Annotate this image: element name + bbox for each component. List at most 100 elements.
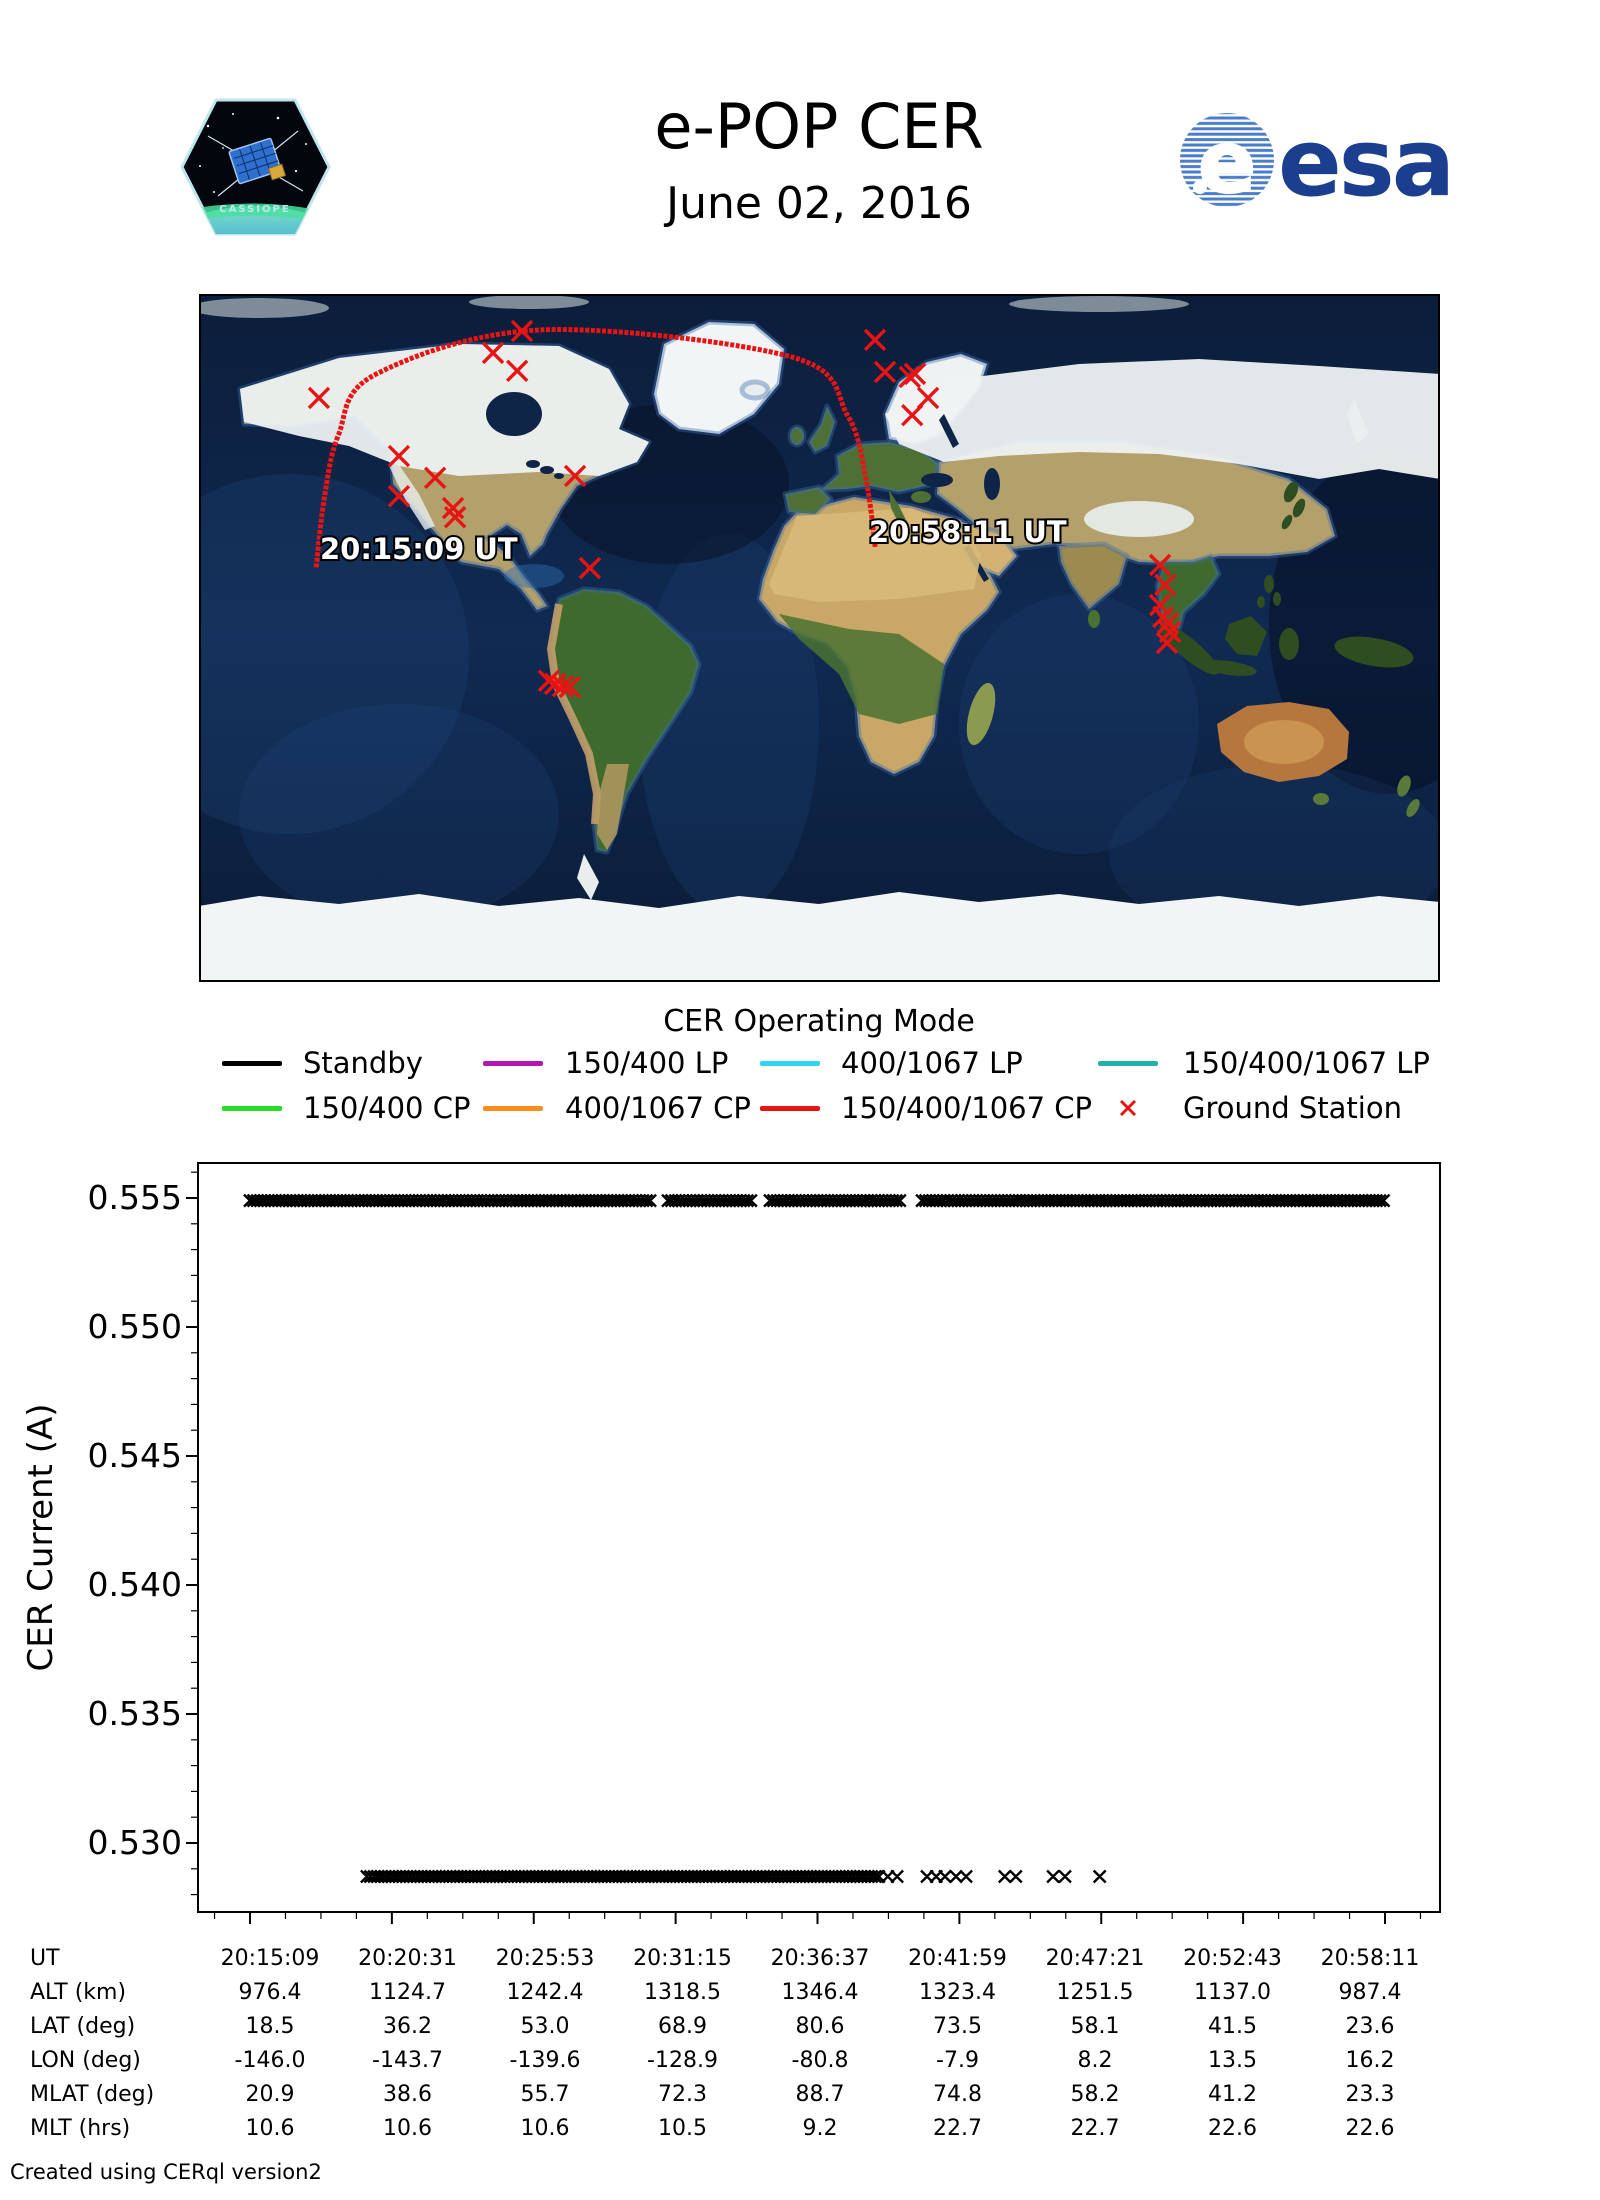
ground-station-x-marker: [537, 669, 561, 693]
legend-line-swatch: [760, 1105, 820, 1111]
legend-item-standby: Standby: [222, 1046, 423, 1080]
table-cell: 41.5: [1208, 2014, 1257, 2039]
table-cell: 22.7: [933, 2116, 982, 2141]
page-title: e-POP CER: [654, 90, 984, 163]
table-cell: -139.6: [509, 2048, 581, 2073]
table-row-label: MLT (hrs): [30, 2116, 131, 2141]
ground-station-x-marker: [443, 506, 467, 529]
legend-x-marker-icon: [1119, 1099, 1137, 1117]
legend-line-swatch: [483, 1105, 543, 1111]
patch-satellite: [207, 130, 304, 197]
ground-station-x-marker: [901, 403, 924, 427]
table-cell: 20:20:31: [358, 1946, 457, 1971]
legend-label: Ground Station: [1183, 1091, 1402, 1125]
legend-item-400-1067-lp: 400/1067 LP: [760, 1046, 1023, 1080]
legend-title: CER Operating Mode: [663, 1004, 975, 1039]
table-cell: 1323.4: [919, 1980, 996, 2005]
ground-station-x-marker: [1154, 573, 1177, 597]
legend-item-150-400-cp: 150/400 CP: [222, 1091, 470, 1125]
esa-wordmark: esa: [1278, 110, 1452, 210]
table-row-alt-km: ALT (km) 976.4 1124.7 1242.4 1318.5 1346.4 132…: [0, 1980, 1600, 2014]
track-start-time-label: 20:15:09 UT: [320, 532, 518, 566]
satellite-ground-track: [313, 327, 878, 568]
table-cell: 23.3: [1345, 2082, 1395, 2107]
table-cell: -146.0: [234, 2048, 306, 2073]
ground-station-x-marker: [1156, 611, 1180, 635]
table-row-ut: UT 20:15:09 20:20:31 20:25:53 20:31:15 20:36:…: [0, 1946, 1600, 1980]
legend-label: 150/400 LP: [565, 1046, 729, 1080]
ground-track-line: [313, 327, 878, 568]
table-cell: 23.6: [1345, 2014, 1395, 2039]
table-cell: -128.9: [647, 2048, 718, 2073]
y-tick-label: 0.540: [88, 1565, 182, 1604]
table-cell: 1346.4: [781, 1980, 859, 2005]
table-cell: 38.6: [383, 2082, 432, 2107]
svg-text:e: e: [1198, 113, 1256, 210]
table-cell: 8.2: [1077, 2048, 1113, 2073]
legend-line-swatch: [483, 1060, 543, 1066]
ephemeris-table: UT 20:15:09 20:20:31 20:25:53 20:31:15 20:36:…: [0, 1946, 1600, 2150]
table-row-label: MLAT (deg): [30, 2082, 155, 2107]
ground-station-x-marker: [423, 466, 447, 490]
table-cell: 58.1: [1070, 2014, 1120, 2039]
table-cell: -143.7: [372, 2048, 443, 2073]
legend-label: 400/1067 LP: [841, 1046, 1023, 1080]
table-cell: 1242.4: [506, 1980, 584, 2005]
ground-station-x-marker: [307, 386, 331, 410]
table-row-mlat-deg: MLAT (deg) 20.9 38.6 55.7 72.3 88.7 74.8 58.2 41…: [0, 2082, 1600, 2116]
ground-station-x-marker: [1148, 553, 1172, 577]
table-cell: 20:58:11: [1320, 1946, 1420, 1971]
chart-frame: [197, 1162, 1441, 1913]
legend-line-swatch: [1098, 1060, 1158, 1066]
table-cell: 53.0: [520, 2014, 570, 2039]
table-row-lat-deg: LAT (deg) 18.5 36.2 53.0 68.9 80.6 73.5 58.1 41.…: [0, 2014, 1600, 2048]
y-tick-label: 0.530: [88, 1823, 182, 1862]
legend-label: 150/400/1067 CP: [841, 1091, 1093, 1125]
ground-station-markers: [307, 319, 1182, 699]
ground-station-x-marker: [563, 464, 587, 488]
ground-station-x-marker: [558, 675, 582, 699]
patch-stars: [199, 113, 307, 193]
esa-globe-icon: e: [1180, 113, 1274, 210]
table-cell: 16.2: [1345, 2048, 1395, 2073]
ground-station-x-marker: [387, 484, 411, 508]
table-cell: 10.6: [245, 2116, 295, 2141]
ground-station-x-marker: [903, 362, 927, 386]
patch-cassiope-label: CASSIOPE: [219, 204, 290, 215]
table-cell: 20:36:37: [770, 1946, 870, 1971]
table-row-label: ALT (km): [30, 1980, 127, 2005]
table-cell: 10.6: [520, 2116, 570, 2141]
chart-data-markers: [243, 1193, 1391, 1884]
map-frame: [199, 294, 1440, 982]
table-cell: 20.9: [245, 2082, 295, 2107]
table-cell: 1124.7: [369, 1980, 446, 2005]
table-row-label: LON (deg): [30, 2048, 141, 2073]
table-cell: 20:25:53: [495, 1946, 595, 1971]
ground-station-x-marker: [481, 341, 505, 365]
legend-item-150-400-lp: 150/400 LP: [483, 1046, 728, 1080]
table-row-label: UT: [30, 1946, 60, 1971]
table-row-label: LAT (deg): [30, 2014, 136, 2039]
legend-item-ground-station: Ground Station: [1098, 1091, 1402, 1125]
table-cell: 73.5: [933, 2014, 982, 2039]
cer-current-x-markers: [243, 1193, 1391, 1884]
legend-line-swatch: [222, 1105, 282, 1111]
table-cell: 10.6: [383, 2116, 432, 2141]
legend-line-swatch: [222, 1060, 282, 1066]
table-cell: -7.9: [936, 2048, 979, 2073]
legend-label: 400/1067 CP: [565, 1091, 751, 1125]
table-cell: 1318.5: [644, 1980, 721, 2005]
ground-station-x-marker: [863, 328, 887, 352]
table-cell: 41.2: [1208, 2082, 1257, 2107]
patch-aurora: [182, 203, 329, 228]
ground-station-x-marker: [873, 360, 897, 384]
table-cell: 20:47:21: [1045, 1946, 1145, 1971]
legend-label: Standby: [303, 1046, 423, 1080]
table-cell: 72.3: [658, 2082, 707, 2107]
y-tick-label: 0.555: [88, 1178, 182, 1217]
legend-label: 150/400/1067 LP: [1183, 1046, 1430, 1080]
cassiope-mission-patch: CASSIOPE: [180, 98, 331, 236]
y-tick-label: 0.545: [88, 1436, 182, 1475]
table-cell: 1137.0: [1194, 1980, 1271, 2005]
